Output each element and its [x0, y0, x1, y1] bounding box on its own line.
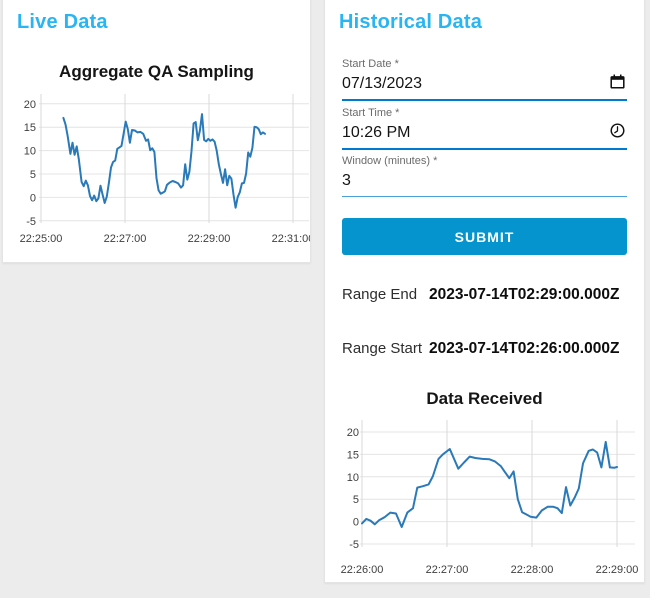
submit-button[interactable]: SUBMIT	[342, 218, 627, 255]
historical-data-panel: Historical Data Start Date * Start Time …	[324, 0, 645, 583]
range-end-value: 2023-07-14T02:29:00.000Z	[429, 286, 620, 303]
range-start-row: Range Start 2023-07-14T02:26:00.000Z	[342, 340, 634, 358]
svg-text:0: 0	[30, 192, 36, 204]
chart2-title: Data Received	[426, 389, 543, 408]
calendar-icon[interactable]	[609, 73, 626, 90]
svg-text:-5: -5	[349, 539, 359, 551]
svg-text:0: 0	[353, 517, 359, 529]
svg-text:-5: -5	[26, 216, 36, 228]
svg-text:20: 20	[24, 99, 36, 111]
window-minutes-field: Window (minutes) *	[342, 155, 627, 197]
svg-text:22:28:00: 22:28:00	[511, 564, 554, 576]
svg-text:22:29:00: 22:29:00	[188, 233, 231, 245]
start-time-label: Start Time *	[342, 107, 400, 119]
svg-text:22:27:00: 22:27:00	[104, 233, 147, 245]
clock-icon[interactable]	[609, 122, 626, 139]
svg-text:15: 15	[347, 449, 359, 461]
range-end-label: Range End	[342, 286, 418, 303]
svg-text:10: 10	[347, 472, 359, 484]
chart1-title: Aggregate QA Sampling	[59, 62, 254, 81]
svg-text:10: 10	[24, 146, 36, 158]
start-date-field: Start Date *	[342, 58, 627, 101]
svg-text:22:25:00: 22:25:00	[20, 233, 63, 245]
svg-text:5: 5	[353, 494, 359, 506]
start-time-field: Start Time *	[342, 107, 627, 150]
svg-text:22:29:00: 22:29:00	[596, 564, 639, 576]
svg-text:22:26:00: 22:26:00	[341, 564, 384, 576]
start-time-input[interactable]	[342, 122, 627, 148]
range-start-label: Range Start	[342, 340, 423, 357]
start-date-label: Start Date *	[342, 58, 399, 70]
svg-text:22:27:00: 22:27:00	[426, 564, 469, 576]
start-date-input[interactable]	[342, 73, 627, 99]
window-minutes-input[interactable]	[342, 170, 627, 196]
svg-text:20: 20	[347, 427, 359, 439]
historical-data-heading: Historical Data	[339, 11, 483, 33]
live-data-panel: Live Data Aggregate QA Sampling -5 0 5 10 15…	[2, 0, 311, 263]
aggregate-qa-sampling-chart: -5 0 5 10 15 20 22:25:00 22:27:00 22:29:00 22:31:…	[20, 94, 311, 245]
svg-text:22:31:00: 22:31:00	[272, 233, 311, 245]
range-end-row: Range End 2023-07-14T02:29:00.000Z	[342, 286, 634, 304]
svg-text:5: 5	[30, 169, 36, 181]
live-data-heading: Live Data	[17, 11, 108, 33]
range-start-value: 2023-07-14T02:26:00.000Z	[429, 340, 620, 357]
svg-text:15: 15	[24, 122, 36, 134]
window-minutes-label: Window (minutes) *	[342, 155, 438, 167]
data-received-chart: -5 0 5 10 15 20 22:26:00 22:27:00 22:28:00 22:29:…	[341, 420, 639, 576]
